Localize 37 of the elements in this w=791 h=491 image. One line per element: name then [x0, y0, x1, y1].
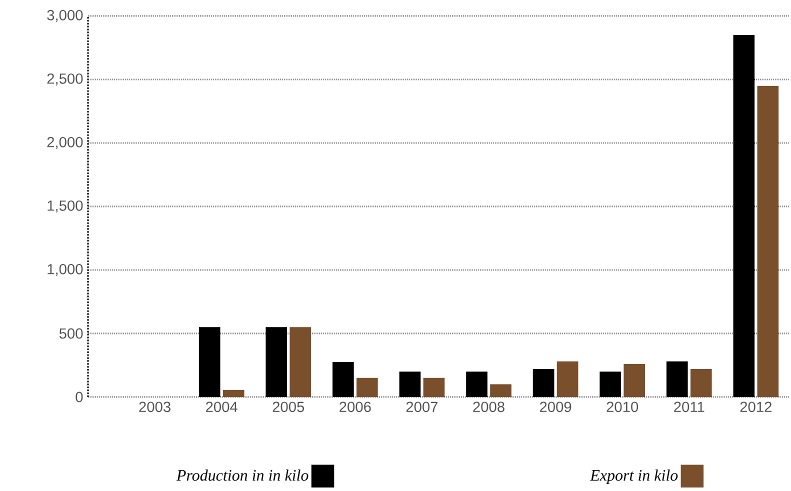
x-tick-label: 2011 — [674, 402, 704, 412]
y-tick-label: 1,500 — [48, 200, 83, 213]
y-tick-label: 2,000 — [47, 136, 83, 150]
bar — [532, 369, 554, 397]
x-tick-label: 2006 — [340, 402, 371, 412]
x-tick-label: 2010 — [606, 402, 638, 412]
x-tick-label: 2009 — [540, 402, 572, 412]
y-tick-label: 3,000 — [47, 10, 83, 22]
bar — [490, 384, 512, 397]
bar — [666, 361, 688, 397]
bar — [690, 369, 712, 397]
bar — [198, 327, 220, 397]
x-tick-label: 2008 — [473, 402, 504, 412]
x-tick-label: 2007 — [406, 402, 438, 412]
x-tick-label: 2004 — [206, 402, 238, 412]
bar — [600, 372, 622, 397]
bar — [399, 372, 421, 397]
y-tick-label: 2,500 — [47, 73, 83, 86]
y-tick-label: 500 — [59, 328, 83, 339]
x-tick-label: 2012 — [740, 402, 772, 412]
bar — [757, 86, 779, 397]
bar — [733, 35, 755, 397]
legend-label: Production in in kilo — [176, 470, 308, 481]
bar — [356, 378, 378, 397]
y-tick-label: 0 — [76, 392, 83, 402]
bar — [266, 327, 288, 397]
bar — [466, 372, 488, 397]
bar — [556, 361, 578, 397]
bar — [290, 327, 312, 397]
y-tick-label: 1,000 — [48, 264, 83, 276]
bar — [332, 362, 354, 397]
legend-label: Export in kilo — [590, 470, 678, 484]
x-tick-label: 2003 — [139, 402, 170, 412]
bar — [222, 390, 244, 397]
bar — [624, 364, 646, 397]
bar — [423, 378, 445, 397]
x-tick-label: 2005 — [272, 402, 304, 412]
